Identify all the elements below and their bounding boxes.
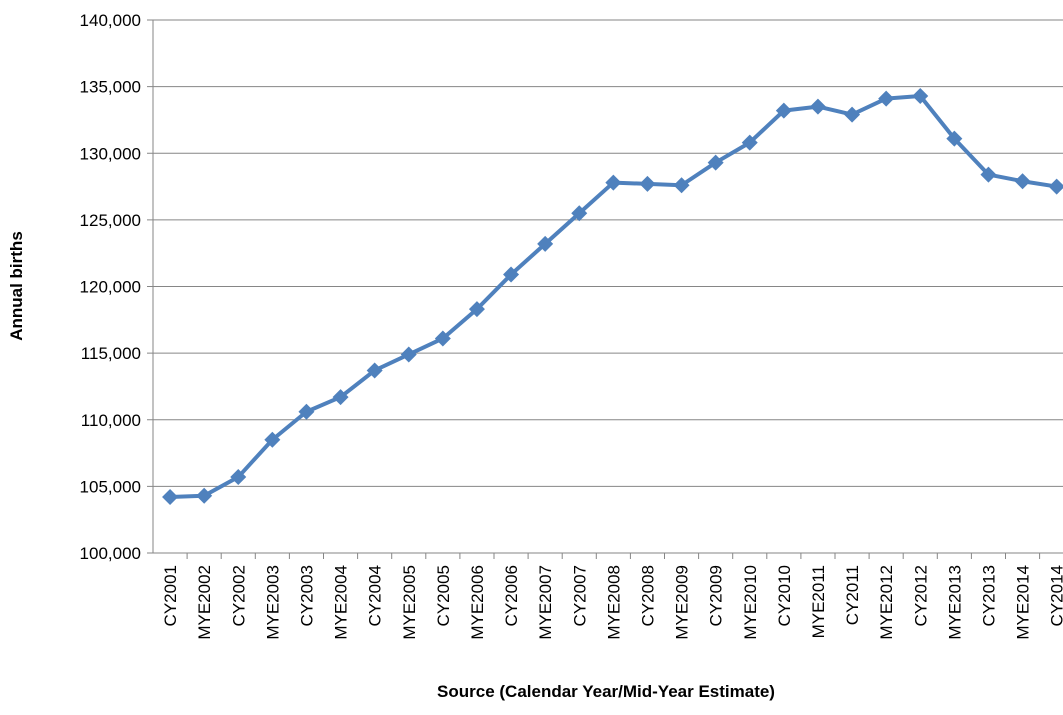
marker (639, 175, 656, 192)
x-tick-label: MYE2003 (263, 565, 282, 640)
x-tick-label: MYE2014 (1014, 565, 1033, 640)
x-tick-label: CY2010 (775, 565, 794, 626)
marker (434, 330, 451, 347)
x-tick-label: CY2012 (911, 565, 930, 626)
x-tick-label: CY2009 (707, 565, 726, 626)
x-tick-label: CY2014 (1048, 565, 1063, 626)
x-tick-label: MYE2007 (536, 565, 555, 640)
x-tick-label: MYE2008 (604, 565, 623, 640)
marker (503, 266, 520, 283)
x-tick-label: CY2002 (229, 565, 248, 626)
x-tick-label: CY2006 (502, 565, 521, 626)
line (169, 93, 1057, 500)
marker (912, 87, 929, 104)
x-tick-label: MYE2005 (400, 565, 419, 640)
x-tick-label: MYE2009 (673, 565, 692, 640)
marker (298, 403, 315, 420)
marker (844, 106, 861, 123)
x-tick-label: CY2011 (843, 565, 862, 625)
marker (468, 301, 485, 318)
marker (605, 174, 622, 191)
x-axis-label: Source (Calendar Year/Mid-Year Estimate) (437, 682, 775, 701)
x-tick-label: CY2008 (638, 565, 657, 626)
x-tick-label: MYE2012 (877, 565, 896, 640)
marker (264, 431, 281, 448)
marker (196, 487, 213, 504)
marker (707, 154, 724, 171)
marker (673, 177, 690, 194)
marker (400, 346, 417, 363)
y-tick-label: 105,000 (80, 477, 141, 496)
x-tick-label: CY2007 (570, 565, 589, 626)
x-tick-label: CY2001 (161, 565, 180, 626)
marker (537, 235, 554, 252)
marker (980, 166, 997, 183)
y-tick-label: 110,000 (81, 411, 141, 430)
x-tick-label: CY2003 (297, 565, 316, 626)
y-tick-label: 120,000 (80, 278, 141, 297)
marker (775, 102, 792, 119)
marker (878, 90, 895, 107)
marker (162, 489, 179, 506)
marker (946, 130, 963, 147)
y-axis-label: Annual births (7, 231, 26, 341)
y-tick-label: 135,000 (80, 78, 141, 97)
x-tick-label: MYE2002 (195, 565, 214, 640)
x-tick-label: MYE2010 (741, 565, 760, 640)
x-tick-label: MYE2006 (468, 565, 487, 640)
x-tick-label: MYE2004 (332, 565, 351, 640)
marker (1014, 173, 1031, 190)
marker (366, 362, 383, 379)
y-tick-label: 115,000 (81, 344, 141, 363)
marker (741, 134, 758, 151)
x-tick-label: CY2013 (979, 565, 998, 626)
y-tick-label: 140,000 (80, 11, 141, 30)
x-tick-label: MYE2013 (945, 565, 964, 640)
y-tick-label: 125,000 (80, 211, 141, 230)
marker (571, 205, 588, 222)
marker (1048, 178, 1063, 195)
marker (809, 98, 826, 115)
x-tick-label: CY2005 (434, 565, 453, 626)
x-tick-label: CY2004 (366, 565, 385, 626)
y-tick-label: 130,000 (80, 144, 141, 163)
x-tick-label: MYE2011 (809, 565, 828, 638)
y-tick-label: 100,000 (80, 544, 141, 563)
marker (230, 469, 247, 486)
marker (332, 389, 349, 406)
